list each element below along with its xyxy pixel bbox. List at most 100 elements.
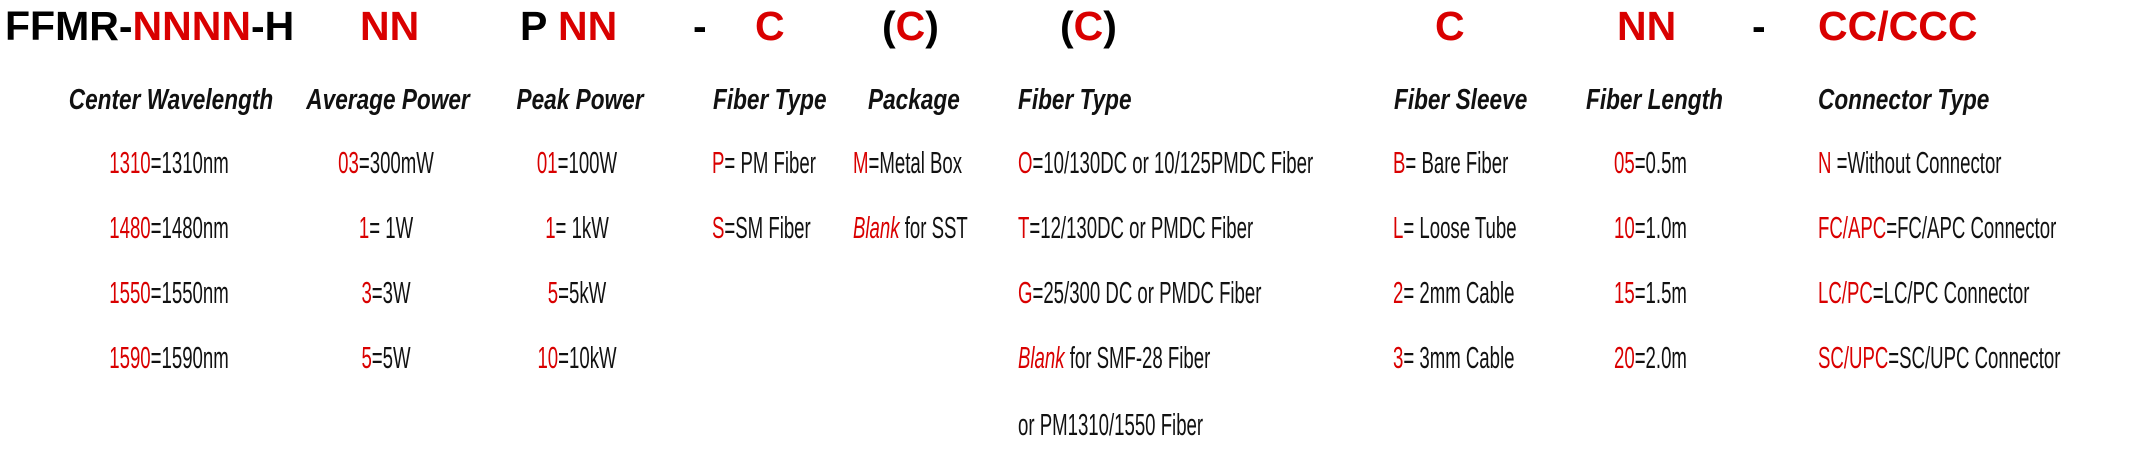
option-description: =1310nm bbox=[150, 145, 229, 180]
option-code: 03 bbox=[338, 145, 359, 180]
option-item: 1= 1kW bbox=[545, 212, 609, 244]
option-description: for SST bbox=[899, 210, 968, 245]
option-description: = 3mm Cable bbox=[1403, 340, 1515, 375]
option-item: 05=0.5m bbox=[1614, 147, 1687, 179]
option-description: = 2mm Cable bbox=[1403, 275, 1515, 310]
option-description: =SC/UPC Connector bbox=[1888, 340, 2061, 375]
option-code: 5 bbox=[361, 340, 372, 375]
option-description: =25/300 DC or PMDC Fiber bbox=[1032, 275, 1262, 310]
option-code: S bbox=[712, 210, 725, 245]
part-number-token: ( bbox=[882, 3, 896, 49]
option-description: =12/130DC or PMDC Fiber bbox=[1029, 210, 1254, 245]
option-description: =1590nm bbox=[150, 340, 229, 375]
option-code: O bbox=[1018, 145, 1033, 180]
part-number-token: NNNN bbox=[132, 3, 251, 49]
part-number-token: - bbox=[693, 3, 707, 49]
part-number-token: ) bbox=[925, 3, 939, 49]
column-header: Fiber Type bbox=[1018, 84, 1132, 116]
option-item: 10=10kW bbox=[537, 342, 616, 374]
option-description: = 1kW bbox=[555, 210, 609, 245]
part-number-token: C bbox=[1073, 3, 1104, 49]
part-number-segment: FFMR-NNNN-H bbox=[5, 3, 295, 49]
part-number-token: ( bbox=[1060, 3, 1074, 49]
option-item: 1= 1W bbox=[359, 212, 413, 244]
part-number-segment: (C) bbox=[882, 3, 939, 49]
part-number-token: NN bbox=[1617, 3, 1677, 49]
option-code: 1 bbox=[545, 210, 556, 245]
option-code: Blank bbox=[1018, 340, 1065, 375]
option-code: 5 bbox=[547, 275, 559, 310]
part-number-token: - bbox=[1752, 3, 1766, 49]
option-description: = PM Fiber bbox=[724, 145, 816, 180]
option-item: Blank for SST bbox=[853, 212, 968, 244]
option-description: = Loose Tube bbox=[1403, 210, 1517, 245]
option-description: =5kW bbox=[558, 275, 607, 310]
part-number-token: FFMR- bbox=[5, 3, 133, 49]
part-number-token: C bbox=[1435, 3, 1465, 49]
option-item: 1310=1310nm bbox=[109, 147, 228, 179]
part-number-segment: C bbox=[755, 6, 785, 47]
part-number-token: CC/CCC bbox=[1818, 3, 1978, 49]
part-number-token: C bbox=[895, 3, 926, 49]
option-code: 10 bbox=[1614, 210, 1635, 245]
option-item: O=10/130DC or 10/125PMDC Fiber bbox=[1018, 147, 1313, 179]
option-code: 3 bbox=[1393, 340, 1404, 375]
part-number-token: ) bbox=[1103, 3, 1117, 49]
option-item: T=12/130DC or PMDC Fiber bbox=[1018, 212, 1253, 244]
column-header: Peak Power bbox=[516, 84, 644, 116]
part-number-segment: P NN bbox=[520, 3, 618, 49]
part-number-segment: C bbox=[1435, 3, 1465, 49]
part-number-token: NN bbox=[558, 3, 618, 49]
option-item: 01=100W bbox=[537, 147, 617, 179]
option-item: FC/APC=FC/APC Connector bbox=[1818, 212, 2056, 244]
option-description: =1.0m bbox=[1634, 210, 1687, 245]
option-item: 15=1.5m bbox=[1614, 277, 1687, 309]
option-code: 1310 bbox=[109, 145, 151, 180]
option-code: 1590 bbox=[109, 340, 151, 375]
option-description: =FC/APC Connector bbox=[1886, 210, 2057, 245]
option-item: 20=2.0m bbox=[1614, 342, 1687, 374]
option-code: 1 bbox=[358, 210, 370, 245]
part-number-segment: CC/CCC bbox=[1818, 3, 1978, 49]
option-item: 3=3W bbox=[361, 277, 410, 309]
option-description: = Bare Fiber bbox=[1405, 145, 1509, 180]
option-description: or PM1310/1550 Fiber bbox=[1018, 407, 1204, 442]
part-number-segment: NN bbox=[1617, 3, 1677, 49]
option-item: 10=1.0m bbox=[1614, 212, 1687, 244]
option-item: SC/UPC=SC/UPC Connector bbox=[1818, 342, 2060, 374]
option-item: S=SM Fiber bbox=[712, 212, 811, 244]
option-description: = 1W bbox=[369, 210, 414, 245]
option-item: 2= 2mm Cable bbox=[1393, 277, 1514, 309]
option-code: 15 bbox=[1614, 275, 1635, 310]
option-description: =2.0m bbox=[1634, 340, 1687, 375]
option-description: =LC/PC Connector bbox=[1872, 275, 2030, 310]
option-item: P= PM Fiber bbox=[712, 147, 816, 179]
option-item: 1480=1480nm bbox=[109, 212, 228, 244]
option-item: LC/PC=LC/PC Connector bbox=[1818, 277, 2029, 309]
option-code: 05 bbox=[1614, 145, 1635, 180]
option-code: L bbox=[1393, 210, 1404, 245]
option-description: =Metal Box bbox=[868, 145, 963, 180]
column-header: Center Wavelength bbox=[68, 84, 274, 116]
option-code: Blank bbox=[853, 210, 900, 245]
option-description: =5W bbox=[371, 340, 411, 375]
column-header: Connector Type bbox=[1818, 84, 1990, 116]
column-header: Fiber Length bbox=[1586, 84, 1723, 116]
column-header: Package bbox=[868, 84, 960, 116]
part-number-segment: (C) bbox=[1060, 3, 1117, 49]
column-header: Fiber Type bbox=[713, 84, 827, 116]
option-code: G bbox=[1018, 275, 1033, 310]
option-code: T bbox=[1018, 210, 1030, 245]
part-number-token: P bbox=[520, 3, 558, 49]
option-description: =10kW bbox=[558, 340, 617, 375]
option-description: =10/130DC or 10/125PMDC Fiber bbox=[1032, 145, 1314, 180]
option-description: =1.5m bbox=[1634, 275, 1687, 310]
option-code: 1480 bbox=[109, 210, 151, 245]
option-description: =SM Fiber bbox=[724, 210, 811, 245]
option-description: =100W bbox=[557, 145, 618, 180]
option-code: M bbox=[853, 145, 869, 180]
part-number-token: -H bbox=[250, 3, 295, 49]
option-item: 1590=1590nm bbox=[109, 342, 228, 374]
column-header: Average Power bbox=[306, 84, 470, 116]
option-code: B bbox=[1393, 145, 1406, 180]
